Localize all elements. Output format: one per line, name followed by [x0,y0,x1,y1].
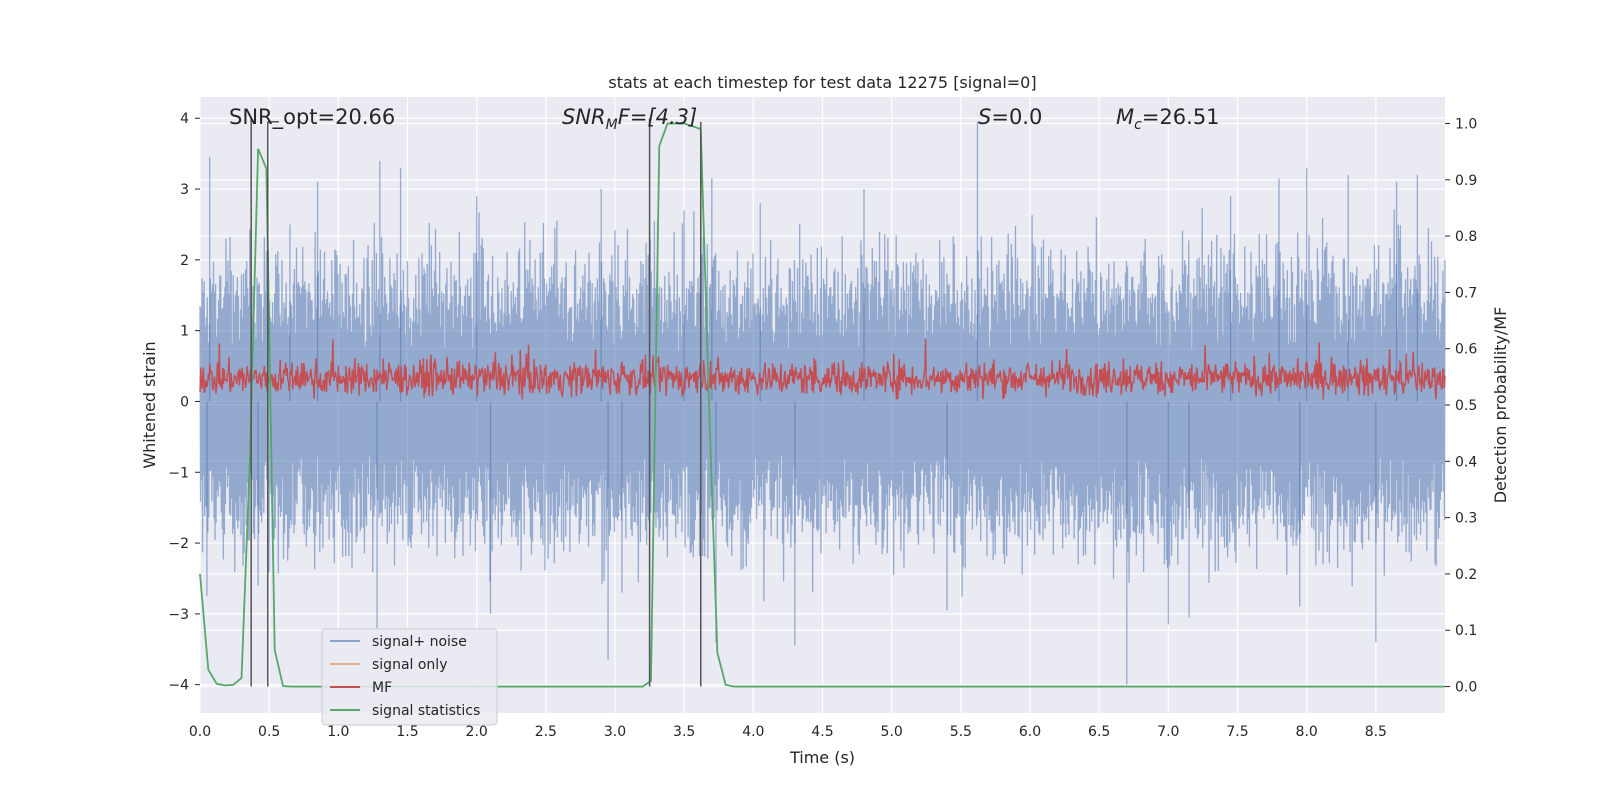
annotation-s: S=0.0 [978,105,1042,129]
x-tick-label: 3.5 [673,724,695,740]
series-signal-noise-line [199,207,1446,602]
x-tick-label: 6.0 [1019,724,1041,740]
series-layer [199,121,1446,688]
x-tick-label: 1.0 [327,724,349,740]
annotation-snr-mf: SNRMF=[4.3] [562,105,697,133]
x-tick-label: 0.5 [258,724,280,740]
y-tick-label: 0 [180,394,189,410]
y-axis-label: Whitened strain [140,341,159,468]
x-tick-label: 7.0 [1157,724,1179,740]
legend-label-signal-noise: signal+ noise [372,634,467,650]
y2-tick-label: 0.8 [1455,229,1477,245]
y2-tick-label: 1.0 [1455,116,1477,132]
y-tick-label: 2 [180,253,189,269]
y2-tick-label: 0.2 [1455,567,1477,583]
y-tick-label: −1 [168,465,189,481]
x-tick-label: 1.5 [396,724,418,740]
series-signal-statistics-line [199,122,1445,688]
y-tick-label: 3 [180,182,189,198]
y2-tick-label: 0.4 [1455,454,1477,470]
chart-title: stats at each timestep for test data 122… [608,73,1036,92]
legend-label-mf: MF [372,680,392,696]
x-tick-label: 3.0 [604,724,626,740]
legend-label-signal-statistics: signal statistics [372,703,480,719]
y2-tick-label: 0.9 [1455,173,1477,189]
x-tick-label: 4.5 [811,724,833,740]
x-tick-label: 2.5 [535,724,557,740]
x-axis-label: Time (s) [789,748,855,767]
y2-tick-label: 0.6 [1455,342,1477,358]
x-tick-label: 8.5 [1365,724,1387,740]
x-tick-label: 5.0 [881,724,903,740]
y-tick-label: −2 [168,536,189,552]
series-mf-line [199,338,1446,400]
x-tick-label: 0.0 [189,724,211,740]
legend-box [321,628,498,726]
y-tick-label: −3 [168,607,189,623]
x-tick-label: 5.5 [950,724,972,740]
axis-ticks: 0.0 0.5 1.0 1.5 2.0 2.5 3.0 3.5 4.0 4.5 5.0 5.5 6.0 6… [168,111,1477,740]
chart-legend: signal+ noise signal only MF signal stat… [321,628,498,726]
x-tick-label: 8.0 [1296,724,1318,740]
x-tick-label: 6.5 [1088,724,1110,740]
y2-tick-label: 0.3 [1455,511,1477,527]
y2-tick-label: 0.5 [1455,398,1477,414]
y-tick-label: −4 [168,678,189,694]
x-tick-label: 7.5 [1226,724,1248,740]
x-tick-label: 4.0 [742,724,764,740]
vertical-lines [250,118,702,687]
y2-axis-label: Detection probability/MF [1491,307,1510,504]
y2-tick-label: 0.7 [1455,285,1477,301]
y-tick-label: 1 [180,324,189,340]
y-tick-label: 4 [180,111,189,127]
x-tick-label: 2.0 [466,724,488,740]
y2-tick-label: 0.1 [1455,623,1477,639]
y2-tick-label: 0.0 [1455,680,1477,696]
legend-label-signal-only: signal only [372,657,447,673]
annotation-mc: Mc=26.51 [1116,105,1220,133]
annotation-snr-opt: SNR_opt=20.66 [229,105,395,130]
